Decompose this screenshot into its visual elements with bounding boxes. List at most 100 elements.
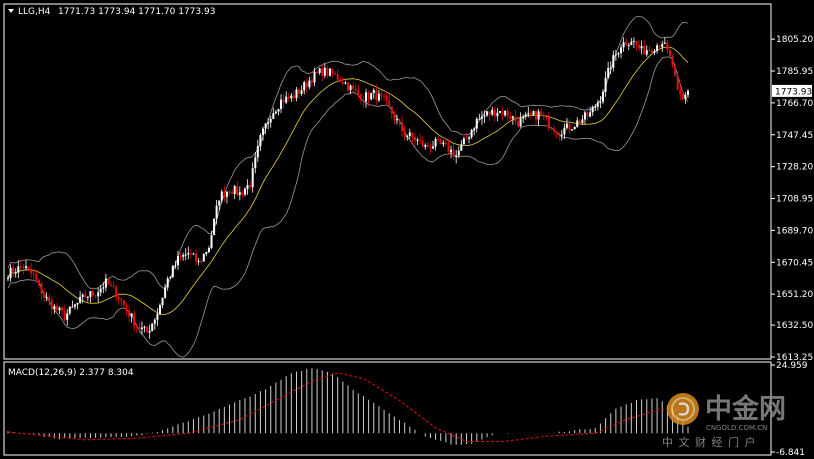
candle-body [256,146,259,158]
candle-body [210,235,213,249]
candle-body [457,150,460,156]
watermark: 中金网 CNGOLD.COM.CN 中 文 财 经 门 户 [662,393,786,449]
candle-body [238,192,241,196]
candle-body [620,47,622,54]
candle-body [604,77,607,92]
candle-body [475,119,478,129]
candle-body [535,111,537,120]
candle-body [388,100,391,107]
candle-body [612,55,615,68]
candle-body [300,90,303,94]
candle-body [267,122,270,124]
candle-body [19,266,22,268]
candle-body [310,80,313,83]
candle-body [259,135,262,147]
candle-body [130,313,133,317]
candle-body [383,95,386,97]
candle-body [45,297,48,298]
candle-body [663,42,666,44]
candle-body [504,110,507,116]
candle-body [372,90,375,94]
candle-body [455,155,458,157]
candle-body [607,67,610,78]
macd-panel-frame [3,361,772,456]
candle-body [468,137,471,139]
dropdown-triangle-icon[interactable] [8,9,14,13]
candle-body [336,74,339,80]
candle-body [491,109,494,115]
candle-body [594,106,597,108]
candle-body [12,267,15,273]
candle-body [292,95,295,98]
price-tick-label: 1708.95 [776,195,813,205]
candle-body [434,139,437,147]
candle-body [66,313,69,320]
candle-body [122,300,125,306]
candle-body [159,305,161,315]
candle-body [354,88,357,91]
candle-body [648,50,651,52]
candle-body [576,120,579,127]
candle-body [547,117,550,129]
candle-body [233,186,236,194]
candle-body [269,118,272,123]
candle-body [231,191,234,194]
price-panel: 1805.20 1785.95 1766.70 1747.45 1728.20 1708.… [3,3,813,363]
candle-body [287,96,290,99]
price-tick-label: 1670.45 [776,258,813,268]
candle-body [462,138,465,145]
candle-body [442,142,445,145]
candle-body [563,127,566,135]
candle-body [558,132,561,135]
candle-body [401,121,404,131]
price-panel-frame [3,3,772,360]
candle-body [92,291,94,296]
candle-body [74,304,76,307]
candle-body [635,40,638,45]
candle-body [452,149,455,157]
candle-body [30,268,33,274]
candle-body [424,144,427,147]
watermark-site: CNGOLD.COM.CN [706,424,767,432]
candle-body [63,310,66,320]
candle-body [519,118,522,127]
candle-body [184,254,187,256]
candle-body [298,89,301,94]
candle-body [182,255,185,257]
bollinger-upper-band [7,16,689,290]
candle-body [102,287,105,289]
candle-body [470,130,473,138]
candle-body [107,278,110,285]
candle-body [197,261,200,262]
candle-body [282,99,285,103]
candle-body [411,132,414,137]
candle-body [344,82,347,84]
candle-body [602,91,604,102]
candle-body [395,119,398,121]
price-tick-label: 1747.45 [776,131,813,141]
candle-body [318,68,321,73]
candle-body [164,287,167,298]
candle-body [25,266,27,268]
bollinger-lower-band [7,56,689,358]
candle-body [650,50,653,53]
candle-body [426,144,429,148]
price-tick-label: 1728.20 [776,163,813,173]
candle-body [357,90,360,95]
candle-body [687,90,689,95]
candle-body [7,277,9,279]
price-tick-label: 1613.25 [776,353,813,363]
candle-body [40,283,43,294]
candle-body [681,94,684,100]
candle-body [352,85,355,89]
candle-body [9,267,12,278]
candle-body [375,90,378,101]
candle-body [478,118,481,120]
candle-body [166,278,169,288]
candle-body [331,68,334,74]
candle-body [658,45,661,47]
candle-body [578,120,581,124]
candle-body [656,45,659,51]
candle-body [643,46,646,55]
